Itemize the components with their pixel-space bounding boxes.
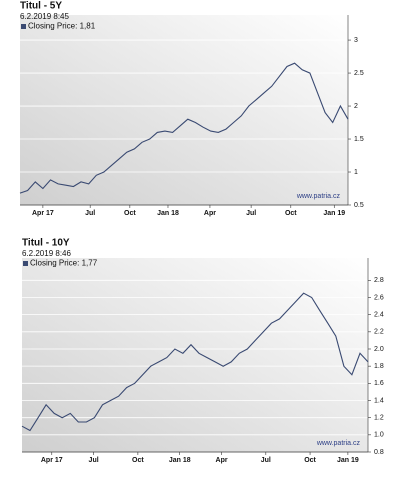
y-tick-label: 2.0 xyxy=(374,346,384,353)
plot-area xyxy=(20,15,348,205)
x-tick-label: Oct xyxy=(285,210,297,217)
y-tick-label: 0.5 xyxy=(354,202,364,209)
legend-label: Closing Price: 1,81 xyxy=(28,22,96,31)
chart-title: Titul - 10Y xyxy=(22,238,70,249)
x-tick-label: Jul xyxy=(89,457,99,464)
y-tick-label: 1.2 xyxy=(374,415,384,422)
x-tick-label: Apr 17 xyxy=(41,457,63,464)
x-tick-label: Jan 19 xyxy=(337,457,359,464)
plot-area xyxy=(22,258,368,452)
chart-subtitle: 6.2.2019 8:46 xyxy=(22,249,71,258)
y-tick-label: 2.4 xyxy=(374,311,384,318)
y-tick-label: 1.0 xyxy=(374,432,384,439)
legend-swatch xyxy=(23,261,28,266)
y-tick-label: 1.6 xyxy=(374,380,384,387)
y-tick-label: 2.6 xyxy=(374,294,384,301)
x-tick-label: Jan 18 xyxy=(169,457,191,464)
x-tick-label: Oct xyxy=(304,457,316,464)
legend-swatch xyxy=(21,24,26,29)
chart-title: Titul - 5Y xyxy=(20,1,62,12)
y-tick-label: 1.5 xyxy=(354,136,364,143)
y-tick-label: 2.8 xyxy=(374,277,384,284)
y-tick-label: 3 xyxy=(354,37,358,44)
x-tick-label: Jan 19 xyxy=(323,210,345,217)
y-tick-label: 2 xyxy=(354,103,358,110)
watermark: www.patria.cz xyxy=(316,440,361,447)
chart-subtitle: 6.2.2019 8:45 xyxy=(20,12,69,21)
x-tick-label: Apr xyxy=(216,457,228,464)
y-tick-label: 1 xyxy=(354,169,358,176)
y-tick-label: 1.8 xyxy=(374,363,384,370)
x-tick-label: Jul xyxy=(246,210,256,217)
x-tick-label: Jul xyxy=(85,210,95,217)
x-tick-label: Oct xyxy=(124,210,136,217)
price-line xyxy=(21,292,369,432)
y-tick-label: 2.2 xyxy=(374,329,384,336)
price-line xyxy=(19,62,349,194)
x-tick-label: Jan 18 xyxy=(157,210,179,217)
watermark: www.patria.cz xyxy=(296,193,341,200)
y-tick-label: 2.5 xyxy=(354,70,364,77)
legend-label: Closing Price: 1,77 xyxy=(30,259,98,268)
x-tick-label: Oct xyxy=(132,457,144,464)
x-tick-label: Apr 17 xyxy=(32,210,54,217)
x-tick-label: Apr xyxy=(204,210,216,217)
x-tick-label: Jul xyxy=(261,457,271,464)
y-tick-label: 0.8 xyxy=(374,449,384,456)
y-tick-label: 1.4 xyxy=(374,397,384,404)
